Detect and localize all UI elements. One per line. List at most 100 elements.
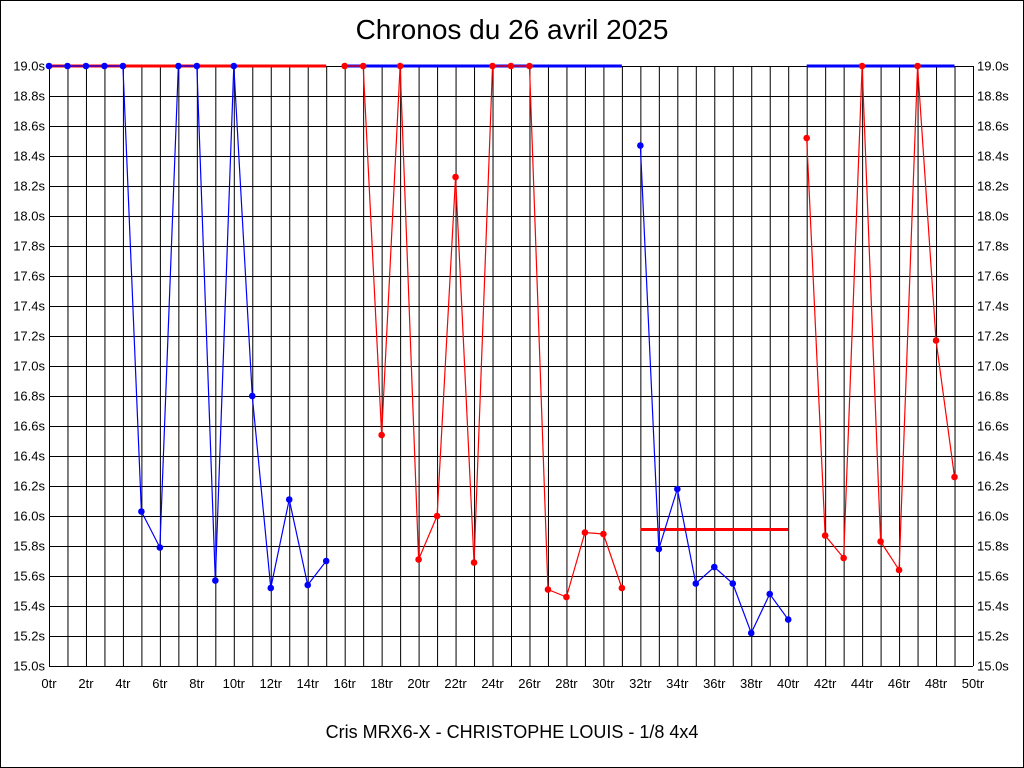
data-point (692, 580, 700, 587)
x-tick-label: 34tr (666, 676, 689, 691)
data-point (618, 584, 626, 592)
y-tick-label-left: 18.4s (13, 149, 45, 164)
y-tick-label-left: 15.8s (13, 539, 45, 554)
y-tick-label-left: 15.6s (13, 569, 45, 584)
y-tick-label-right: 18.8s (977, 89, 1009, 104)
y-tick-label-left: 15.4s (13, 599, 45, 614)
data-point (766, 590, 774, 598)
data-point (507, 62, 515, 70)
y-tick-label-right: 17.4s (977, 299, 1009, 314)
x-tick-label: 40tr (777, 676, 800, 691)
y-tick-label-right: 15.8s (977, 539, 1009, 554)
x-tick-label: 46tr (888, 676, 911, 691)
data-point (322, 557, 330, 565)
data-point (932, 337, 940, 344)
y-tick-label-left: 17.6s (13, 269, 45, 284)
data-point (600, 530, 607, 538)
data-point (895, 566, 903, 574)
x-tick-label: 30tr (592, 676, 615, 691)
data-point (840, 554, 847, 562)
y-tick-label-right: 15.4s (977, 599, 1009, 614)
data-point (747, 629, 755, 637)
data-point (156, 544, 164, 551)
x-tick-label: 0tr (41, 676, 57, 691)
y-tick-label-left: 17.2s (13, 329, 45, 344)
data-point (914, 62, 921, 70)
x-tick-label: 38tr (740, 676, 763, 691)
y-tick-label-left: 18.0s (13, 209, 45, 224)
data-point (729, 580, 737, 587)
y-tick-label-right: 18.4s (977, 149, 1009, 164)
y-tick-label-left: 16.8s (13, 389, 45, 404)
y-tick-label-left: 16.2s (13, 479, 45, 494)
data-point (64, 62, 71, 70)
data-point (415, 556, 422, 563)
x-tick-label: 26tr (518, 676, 541, 691)
data-point (396, 62, 404, 70)
x-tick-label: 32tr (629, 676, 652, 691)
data-point (248, 392, 256, 400)
x-tick-label: 6tr (152, 676, 168, 691)
y-tick-label-left: 18.6s (13, 119, 45, 134)
data-point (674, 485, 681, 493)
x-tick-label: 14tr (297, 676, 320, 691)
y-tick-label-left: 18.2s (13, 179, 45, 194)
x-tick-label: 24tr (481, 676, 504, 691)
y-tick-label-right: 15.0s (977, 659, 1009, 674)
data-point (101, 62, 108, 70)
data-point (637, 142, 644, 149)
x-tick-label: 22tr (444, 676, 467, 691)
x-tick-label: 8tr (189, 676, 205, 691)
data-point (193, 62, 201, 70)
x-tick-label: 18tr (370, 676, 393, 691)
x-tick-label: 50tr (962, 676, 985, 691)
series-line (344, 65, 623, 598)
x-tick-label: 44tr (851, 676, 874, 691)
data-point (138, 508, 145, 515)
data-point (230, 62, 238, 70)
y-tick-label-left: 17.8s (13, 239, 45, 254)
data-point (341, 62, 348, 70)
data-point (175, 62, 182, 70)
data-point (267, 584, 275, 592)
y-tick-label-right: 15.6s (977, 569, 1009, 584)
y-tick-label-right: 17.6s (977, 269, 1009, 284)
data-point (710, 563, 718, 571)
y-tick-label-right: 16.8s (977, 389, 1009, 404)
data-point (285, 496, 293, 503)
data-point (45, 62, 53, 70)
data-point (82, 62, 90, 70)
y-tick-label-right: 18.2s (977, 179, 1009, 194)
series-line (49, 65, 327, 589)
x-tick-label: 36tr (703, 676, 726, 691)
chart-title: Chronos du 26 avril 2025 (355, 14, 669, 45)
data-point (581, 529, 589, 536)
data-point (544, 586, 552, 593)
y-tick-label-left: 16.4s (13, 449, 45, 464)
x-tick-label: 48tr (925, 676, 948, 691)
y-tick-label-right: 17.8s (977, 239, 1009, 254)
data-point (378, 431, 385, 439)
y-tick-label-right: 16.2s (977, 479, 1009, 494)
y-tick-label-left: 16.6s (13, 419, 45, 434)
data-point (526, 62, 533, 70)
x-tick-label: 42tr (814, 676, 837, 691)
data-point (359, 62, 367, 70)
data-point (489, 62, 496, 70)
y-tick-label-right: 18.0s (977, 209, 1009, 224)
data-point (304, 581, 312, 589)
x-tick-label: 28tr (555, 676, 578, 691)
y-tick-label-right: 19.0s (977, 59, 1009, 74)
y-tick-label-left: 17.0s (13, 359, 45, 374)
x-tick-label: 2tr (78, 676, 94, 691)
x-tick-label: 12tr (260, 676, 283, 691)
data-point (212, 577, 219, 584)
data-point (119, 62, 127, 70)
data-point (433, 512, 441, 520)
data-point (563, 593, 570, 601)
data-point (877, 538, 884, 545)
y-tick-label-right: 15.2s (977, 629, 1009, 644)
data-point (803, 134, 810, 142)
data-point (452, 173, 459, 181)
